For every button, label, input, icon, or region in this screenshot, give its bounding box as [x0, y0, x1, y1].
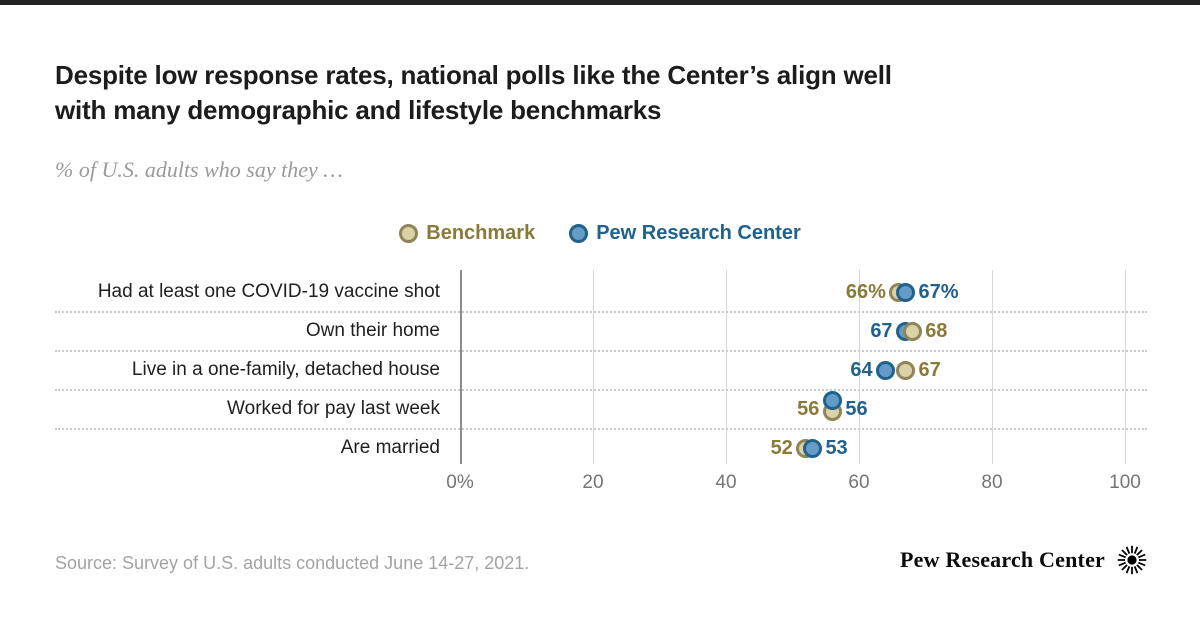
title-line-2: with many demographic and lifestyle benc…: [55, 95, 662, 125]
value-label-right: 68: [925, 320, 948, 342]
legend-item-benchmark: Benchmark: [399, 222, 535, 245]
x-tick-label: 0%: [446, 472, 474, 493]
benchmark-dot: [896, 360, 916, 380]
category-label: Live in a one-family, detached house: [131, 359, 440, 380]
gridline: [593, 270, 594, 464]
source-note: Source: Survey of U.S. adults conducted …: [55, 553, 530, 573]
value-label-left: 52: [770, 437, 793, 459]
category-label: Own their home: [305, 320, 440, 341]
value-label-right: 56: [845, 398, 868, 420]
pew-dot: [876, 360, 896, 380]
category-label: Had at least one COVID-19 vaccine shot: [97, 281, 440, 302]
row-separator: [55, 311, 1147, 313]
row-separator: [55, 350, 1147, 352]
gridline-zero: [460, 270, 462, 464]
value-label-right: 53: [825, 437, 848, 459]
benchmark-dot: [902, 321, 922, 341]
pew-logo-sunburst-icon: [1117, 545, 1147, 575]
pew-dot: [896, 282, 916, 302]
gridline: [992, 270, 993, 464]
legend-item-pew: Pew Research Center: [569, 222, 801, 245]
title-line-1: Despite low response rates, national pol…: [55, 60, 892, 90]
legend-label-pew: Pew Research Center: [596, 222, 801, 244]
value-label-left: 64: [850, 359, 873, 381]
gridline: [1125, 270, 1126, 464]
pew-dot: [822, 390, 842, 410]
top-border: [0, 0, 1200, 5]
legend: Benchmark Pew Research Center: [0, 222, 1200, 245]
value-label-right: 67: [918, 359, 941, 381]
page-title: Despite low response rates, national pol…: [55, 58, 1140, 128]
x-tick-label: 20: [582, 472, 604, 493]
x-tick-label: 80: [981, 472, 1003, 493]
x-tick-label: 100: [1109, 472, 1141, 493]
pew-dot: [802, 438, 822, 458]
category-label: Are married: [340, 437, 440, 458]
value-label-left: 66%: [845, 281, 886, 303]
row-separator: [55, 428, 1147, 430]
gridline: [726, 270, 727, 464]
row-separator: [55, 389, 1147, 391]
benchmark-dot-icon: [399, 224, 419, 243]
value-label-left: 67: [870, 320, 893, 342]
gridline: [859, 270, 860, 464]
pew-dot-icon: [569, 224, 589, 243]
legend-label-benchmark: Benchmark: [426, 222, 536, 244]
brand-name: Pew Research Center: [900, 547, 1105, 572]
x-tick-label: 60: [848, 472, 870, 493]
brand-footer: Pew Research Center: [900, 540, 1148, 580]
value-label-left: 56: [797, 398, 820, 420]
value-label-right: 67%: [918, 281, 959, 303]
chart-subtitle: % of U.S. adults who say they …: [55, 157, 343, 182]
x-tick-label: 40: [715, 472, 737, 493]
category-label: Worked for pay last week: [227, 398, 440, 419]
